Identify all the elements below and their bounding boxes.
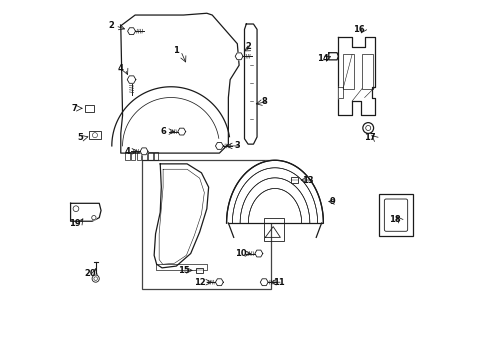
Polygon shape — [154, 164, 208, 268]
Polygon shape — [254, 250, 262, 257]
Circle shape — [92, 216, 96, 220]
Text: 14: 14 — [316, 54, 328, 63]
Text: 15: 15 — [177, 266, 189, 275]
Polygon shape — [121, 13, 239, 153]
Text: 4: 4 — [125, 147, 131, 156]
Polygon shape — [260, 279, 267, 285]
Polygon shape — [226, 160, 323, 223]
Text: 20: 20 — [84, 269, 96, 278]
Text: 13: 13 — [302, 176, 313, 185]
Text: 2: 2 — [108, 21, 114, 30]
Text: 3: 3 — [234, 141, 240, 150]
Circle shape — [92, 275, 99, 282]
Polygon shape — [89, 131, 101, 139]
Polygon shape — [378, 194, 412, 235]
Text: 11: 11 — [272, 278, 284, 287]
Text: 8: 8 — [261, 96, 266, 105]
Polygon shape — [178, 128, 185, 135]
Text: 19: 19 — [69, 219, 81, 228]
Polygon shape — [196, 268, 203, 273]
Text: 18: 18 — [388, 215, 400, 224]
Text: 9: 9 — [329, 197, 335, 206]
Text: 7: 7 — [71, 104, 77, 113]
Text: 4: 4 — [118, 64, 123, 73]
Polygon shape — [127, 76, 136, 83]
Polygon shape — [215, 143, 223, 149]
Polygon shape — [337, 37, 375, 116]
Circle shape — [362, 123, 373, 134]
Text: 16: 16 — [353, 25, 365, 34]
Text: 2: 2 — [244, 42, 250, 51]
Polygon shape — [337, 87, 343, 98]
Polygon shape — [127, 28, 135, 35]
Polygon shape — [290, 177, 298, 183]
Text: 12: 12 — [193, 278, 205, 287]
Text: 17: 17 — [364, 133, 375, 142]
Polygon shape — [328, 53, 338, 60]
Circle shape — [73, 206, 79, 212]
Polygon shape — [235, 53, 243, 60]
Polygon shape — [215, 279, 223, 285]
Polygon shape — [70, 203, 101, 221]
Polygon shape — [85, 105, 94, 112]
Polygon shape — [244, 24, 257, 144]
Text: 1: 1 — [173, 46, 179, 55]
Polygon shape — [140, 148, 148, 155]
Text: 5: 5 — [77, 133, 83, 142]
Text: 6: 6 — [161, 127, 166, 136]
Text: 10: 10 — [235, 249, 246, 258]
